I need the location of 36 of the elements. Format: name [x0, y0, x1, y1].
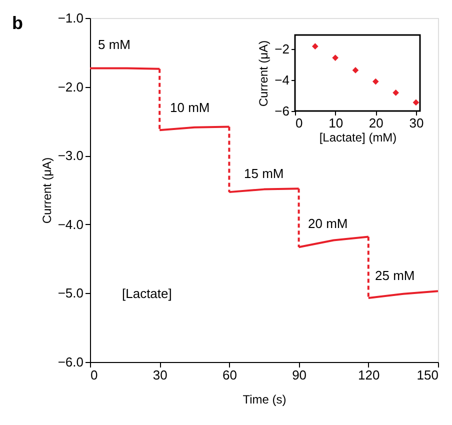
y-tick-label: −6.0 [58, 354, 84, 370]
y-tick-label: −2 [274, 41, 290, 56]
x-tick-label: 0 [296, 116, 303, 130]
annotation: [Lactate] [122, 286, 172, 301]
x-tick-label: 90 [292, 368, 307, 382]
x-tick-label: 120 [358, 368, 380, 382]
annotation: 25 mM [375, 268, 415, 283]
x-axis-title: [Lactate] (mM) [319, 130, 397, 144]
y-tick-label: −4 [274, 72, 290, 88]
annotation: 20 mM [308, 216, 348, 231]
y-tick-label: −4.0 [58, 216, 84, 232]
point [392, 90, 399, 96]
annotation: 10 mM [170, 100, 210, 115]
y-tick-label: −1.0 [58, 10, 84, 26]
x-tick-label: 20 [368, 116, 384, 130]
x-tick-label: 30 [409, 116, 424, 130]
y-axis-title: Current (μA) [256, 40, 271, 107]
point [372, 78, 379, 85]
x-tick-label: 0 [90, 368, 98, 382]
x-tick-label: 10 [328, 116, 344, 130]
point [332, 54, 338, 61]
y-tick-label: −5.0 [58, 286, 84, 301]
x-tick-label: 30 [152, 368, 168, 382]
annotation: 5 mM [98, 37, 130, 52]
annotation: 15 mM [244, 166, 284, 181]
point [412, 99, 420, 106]
x-axis-title: Time (s) [242, 392, 286, 406]
text: b [12, 13, 23, 33]
x-tick-label: 60 [222, 368, 237, 382]
y-axis-title: Current (μA) [40, 157, 54, 224]
point [312, 43, 318, 50]
y-tick-label: −3.0 [58, 148, 84, 164]
point [352, 67, 359, 74]
x-tick-label: 150 [416, 368, 438, 382]
y-tick-label: −6 [274, 104, 290, 118]
y-tick-label: −2.0 [58, 79, 84, 94]
